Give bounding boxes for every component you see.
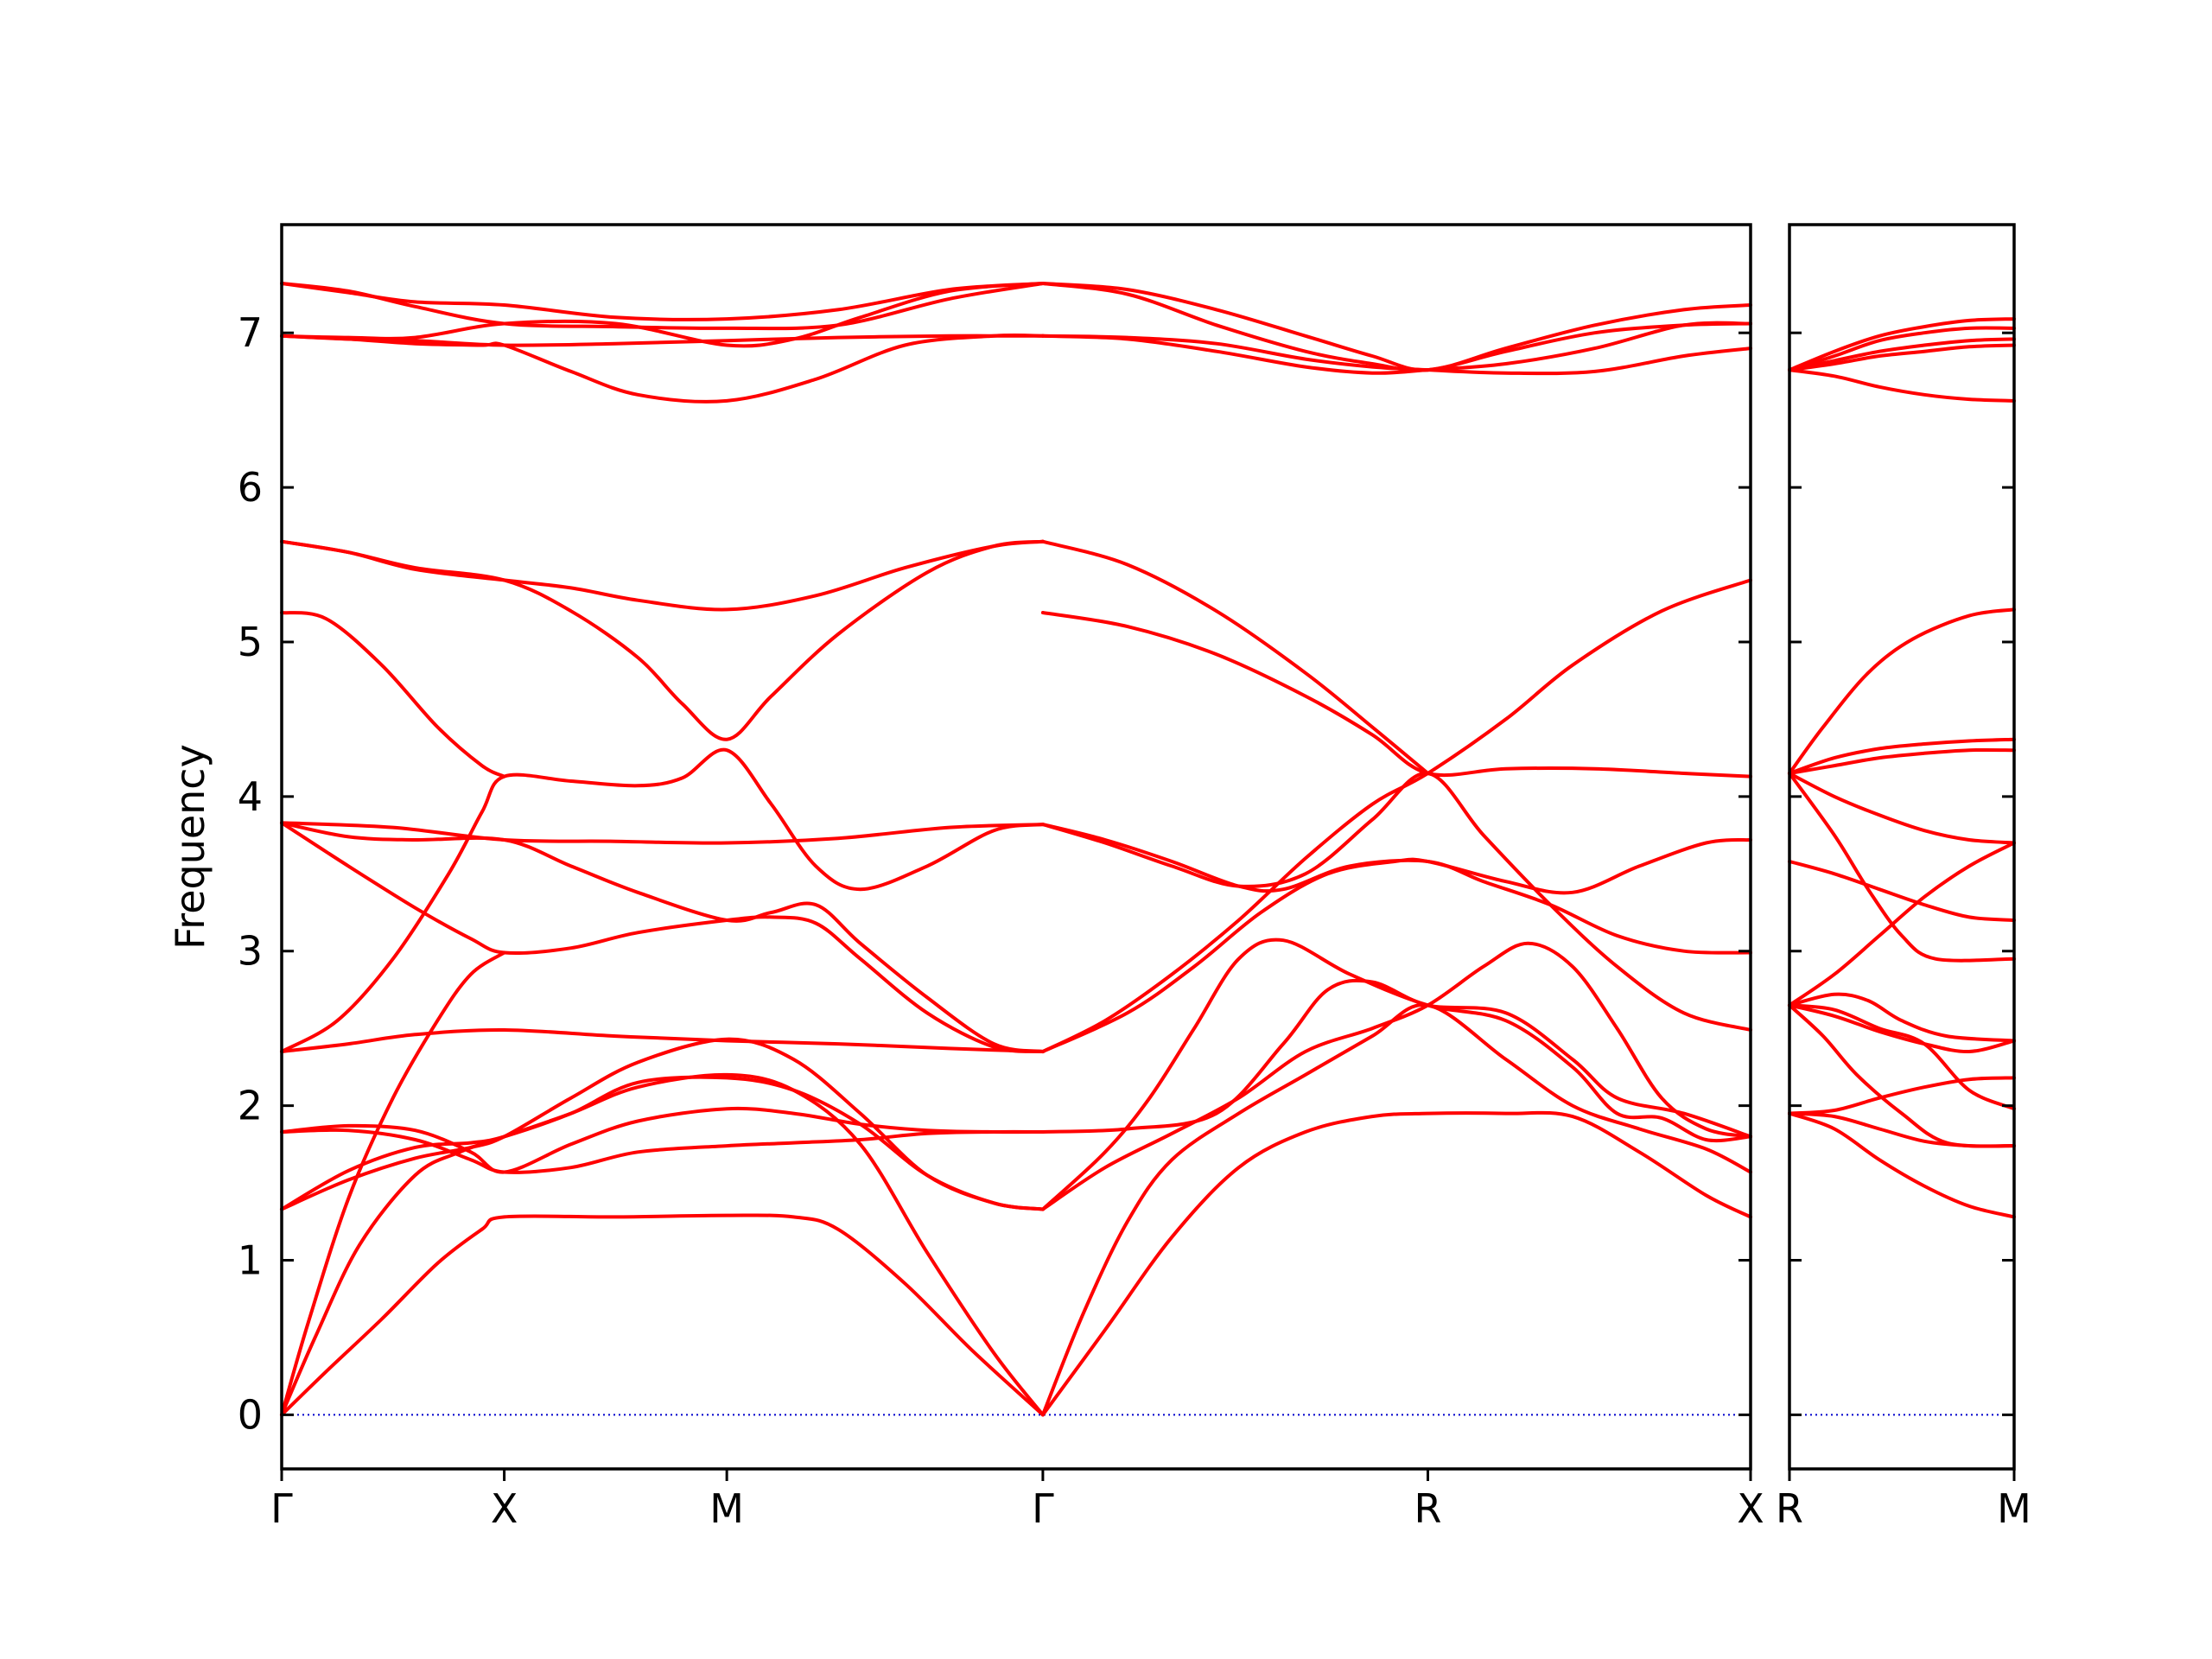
- y-tick-label: 0: [238, 1391, 263, 1438]
- second-path-band-13: [1788, 607, 2016, 775]
- main-path-band-8: [280, 747, 1045, 1053]
- second-path-band-10: [1788, 772, 2016, 845]
- main-path-band-26: [1040, 578, 1752, 1053]
- second-path-band-9: [1788, 772, 2016, 963]
- x-tick-label: R: [1776, 1485, 1803, 1532]
- main-path-band-21: [1040, 1002, 1752, 1417]
- main-path-band-30: [1040, 539, 1430, 775]
- second-path-band-2: [1788, 1076, 2016, 1116]
- main-path-band-4: [280, 1075, 1045, 1211]
- y-tick-label: 6: [238, 464, 263, 511]
- main-path-band-16: [280, 282, 1045, 348]
- main-path-band-10: [280, 821, 1045, 845]
- second-path-band-16: [1788, 337, 2016, 372]
- main-path-band-0: [280, 1213, 1045, 1417]
- second-path-frame: [1788, 223, 2016, 1471]
- main-path-band-33: [1040, 282, 1752, 372]
- y-tick-label: 3: [238, 928, 263, 975]
- main-path-band-20: [1040, 1110, 1752, 1417]
- main-path-band-11: [280, 821, 1045, 1053]
- y-tick-label: 1: [238, 1237, 263, 1284]
- main-path-frame: [280, 223, 1752, 1471]
- second-path-band-5: [1788, 1003, 2016, 1111]
- main-path-band-7: [280, 1027, 1045, 1053]
- main-path-band-5: [280, 1128, 1045, 1174]
- x-tick-label: Γ: [270, 1485, 293, 1532]
- y-tick-label: 4: [238, 773, 263, 820]
- y-axis-label: Frequency: [167, 744, 213, 950]
- second-path-band-11: [1788, 747, 2016, 775]
- x-tick-label: Γ: [1032, 1485, 1054, 1532]
- main-path-band-3: [280, 1037, 1045, 1211]
- main-path-band-12: [280, 611, 506, 779]
- second-path-band-6: [1788, 992, 2016, 1043]
- main-path-band-6: [280, 1106, 1045, 1174]
- main-path-band-34: [1040, 282, 1752, 372]
- main-path-band-2: [280, 950, 506, 1417]
- main-path-band-9: [280, 821, 1045, 1053]
- main-path-band-1: [280, 1072, 1045, 1417]
- y-tick-label: 5: [238, 619, 263, 665]
- second-path-band-15: [1788, 343, 2016, 372]
- second-path-band-0: [1788, 1111, 2016, 1219]
- second-path-band-14: [1788, 368, 2016, 403]
- second-path-band-3: [1788, 1003, 2016, 1148]
- main-path-band-22: [1040, 941, 1752, 1211]
- main-path-band-29: [1040, 611, 1752, 779]
- x-tick-label: M: [1997, 1485, 2031, 1532]
- second-path-band-7: [1788, 841, 2016, 1007]
- main-path-band-18: [280, 282, 1045, 321]
- second-path-band-1: [1788, 1111, 2016, 1148]
- second-path-band-17: [1788, 326, 2016, 372]
- second-path-band-18: [1788, 317, 2016, 372]
- second-path-band-12: [1788, 737, 2016, 775]
- main-path-band-14: [280, 539, 1045, 741]
- main-path-band-27: [1040, 823, 1752, 955]
- x-tick-label: X: [1737, 1485, 1764, 1532]
- main-path-band-24: [1040, 978, 1752, 1139]
- main-path-band-13: [280, 539, 1045, 612]
- main-path-band-19: [280, 334, 1045, 404]
- y-tick-label: 7: [238, 309, 263, 356]
- main-path-band-28: [1040, 771, 1752, 1032]
- x-tick-label: X: [491, 1485, 518, 1532]
- second-path-band-4: [1788, 1003, 2016, 1054]
- main-path-band-17: [280, 282, 1045, 331]
- main-path-band-32: [1040, 321, 1752, 375]
- x-tick-label: M: [709, 1485, 744, 1532]
- second-path-band-8: [1788, 860, 2016, 922]
- y-tick-label: 2: [238, 1083, 263, 1129]
- x-tick-label: R: [1414, 1485, 1442, 1532]
